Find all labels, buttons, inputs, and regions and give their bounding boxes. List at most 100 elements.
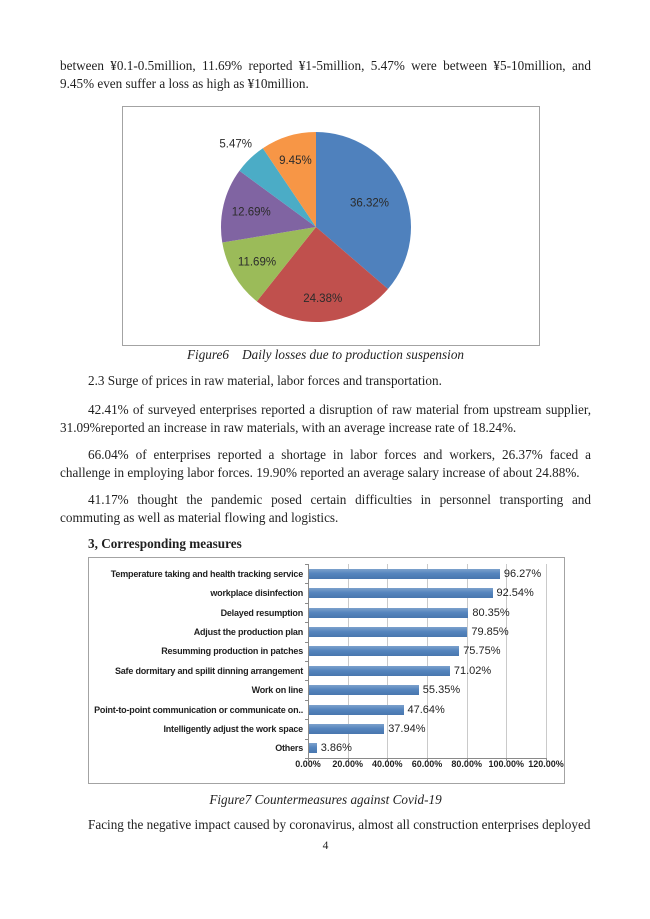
bar-category-label: Safe dormitary and spilit dinning arrang… xyxy=(114,665,303,676)
bar-value-label: 37.94% xyxy=(388,722,426,735)
x-axis-label: 100.00% xyxy=(488,759,525,769)
y-axis-tick xyxy=(305,661,308,662)
bar-track: 47.64% xyxy=(309,700,546,719)
pie-slice-label: 24.38% xyxy=(303,293,342,305)
bar-category-label: Work on line xyxy=(251,685,304,696)
bar-chart-plot-area xyxy=(305,564,547,761)
gridline xyxy=(506,564,508,758)
x-axis-tick xyxy=(546,758,547,761)
gridline xyxy=(546,564,547,758)
bar-value-label: 47.64% xyxy=(407,703,445,716)
x-axis-label: 60.00% xyxy=(411,759,443,769)
x-axis-tick xyxy=(308,758,309,761)
bar-category-label: Delayed resumption xyxy=(220,607,304,618)
x-axis-tick xyxy=(427,758,428,761)
bar-value-label: 79.85% xyxy=(471,625,509,638)
pie-slice xyxy=(222,227,316,302)
gridline xyxy=(427,564,428,758)
y-axis-tick xyxy=(305,719,308,721)
bar xyxy=(309,665,450,676)
x-axis-label: 40.00% xyxy=(372,759,403,769)
section-heading-3: 3, Corresponding measures xyxy=(88,536,242,551)
gridline xyxy=(466,564,468,758)
bar-row: Work on line 55.35% xyxy=(89,680,546,699)
bar-value-label: 55.35% xyxy=(422,684,461,697)
x-axis-tick xyxy=(466,758,468,761)
bar-category-label: Temperature taking and health tracking s… xyxy=(110,568,303,579)
bar xyxy=(309,626,468,637)
x-axis-tick xyxy=(347,758,349,761)
bar-value-label: 80.35% xyxy=(472,606,510,619)
bar-value-label: 3.86% xyxy=(320,742,352,755)
bar-track: 75.75% xyxy=(309,642,546,661)
bar-track: 79.85% xyxy=(309,622,546,641)
paragraph-losses: between ¥0.1-0.5million, 11.69% reported… xyxy=(60,58,591,91)
figure6-caption: Figure6 Daily losses due to production s… xyxy=(186,347,465,362)
bar xyxy=(309,607,469,618)
bar xyxy=(309,646,460,657)
bar xyxy=(309,743,317,754)
paragraph-raw-material: 42.41% of surveyed enterprises reported … xyxy=(60,402,591,435)
bar-row: Safe dormitary and spilit dinning arrang… xyxy=(89,661,546,680)
bar-category-label: workplace disinfection xyxy=(210,588,303,599)
bar-row: workplace disinfection 92.54% xyxy=(89,583,546,602)
bar-row: Resumming production in patches 75.75% xyxy=(89,642,546,661)
pie-slice xyxy=(239,148,316,227)
section-heading-2-3: 2.3 Surge of prices in raw material, lab… xyxy=(88,373,442,388)
bar-track: 71.02% xyxy=(309,661,546,680)
y-axis-tick xyxy=(305,622,308,624)
bar-track: 80.35% xyxy=(309,603,546,622)
bar-value-label: 75.75% xyxy=(463,645,501,658)
y-axis-tick xyxy=(305,564,308,565)
bar-category-label: Point-to-point communication or communic… xyxy=(94,704,303,715)
bar xyxy=(309,723,385,734)
bar-row: Point-to-point communication or communic… xyxy=(89,700,546,719)
pie-slice xyxy=(262,132,316,227)
bar-row: Others 3.86% xyxy=(89,739,546,758)
pie-chart: 36.32% 24.38% 11.69% 12.69% 5.47% 9.45% xyxy=(219,132,411,322)
bar xyxy=(309,704,404,715)
y-axis-tick xyxy=(305,583,308,585)
pie-slice-label: 36.32% xyxy=(350,198,389,210)
bar-track: 3.86% xyxy=(309,739,546,758)
y-axis-tick xyxy=(305,758,308,759)
y-axis-tick xyxy=(305,680,308,682)
bar-row: Temperature taking and health tracking s… xyxy=(89,564,546,583)
x-axis-tick xyxy=(506,758,508,761)
pie-slice-label: 5.47% xyxy=(219,138,252,150)
bar-category-label: Adjust the production plan xyxy=(193,626,303,637)
pie-slice xyxy=(256,227,388,322)
bar-row: Delayed resumption 80.35% xyxy=(89,603,546,622)
gridline xyxy=(387,564,389,758)
bar-chart-rows: Temperature taking and health tracking s… xyxy=(89,564,546,758)
x-axis-label: 20.00% xyxy=(332,759,363,769)
bar-value-label: 71.02% xyxy=(453,664,492,677)
bar-track: 96.27% xyxy=(309,564,546,583)
paragraph-facing-impact: Facing the negative impact caused by cor… xyxy=(88,817,591,832)
paragraph-labor-shortage: 66.04% of enterprises reported a shortag… xyxy=(60,447,591,480)
pie-slice-label: 12.69% xyxy=(232,207,271,219)
x-axis-label: 80.00% xyxy=(451,759,482,769)
x-axis-label: 0.00% xyxy=(295,759,321,769)
bar-chart-figure: Temperature taking and health tracking s… xyxy=(88,557,565,784)
paragraph-transport-difficulties: 41.17% thought the pandemic posed certai… xyxy=(60,492,591,525)
gridline xyxy=(347,564,349,758)
bar-track: 92.54% xyxy=(309,583,546,602)
page-number: 4 xyxy=(322,840,329,852)
figure7-caption: Figure7 Countermeasures against Covid-19 xyxy=(209,792,442,807)
y-axis-tick xyxy=(305,602,308,604)
bar-chart-x-axis: 0.00% 20.00% 40.00% 60.00% 80.00% 100.00% 120.… xyxy=(295,759,564,773)
bar-category-label: Resumming production in patches xyxy=(161,646,303,657)
y-axis-line xyxy=(308,564,309,758)
bar-category-label: Others xyxy=(275,743,303,754)
bar xyxy=(309,685,419,696)
y-axis-tick xyxy=(305,699,308,701)
bar xyxy=(309,568,500,579)
bar-value-label: 96.27% xyxy=(503,567,542,580)
bar-category-label: Intelligently adjust the work space xyxy=(163,723,303,734)
bar-row: Intelligently adjust the work space 37.94… xyxy=(89,719,546,738)
pie-slice-label: 11.69% xyxy=(238,257,276,269)
pie-slice xyxy=(220,170,316,243)
x-axis-tick xyxy=(387,758,389,761)
